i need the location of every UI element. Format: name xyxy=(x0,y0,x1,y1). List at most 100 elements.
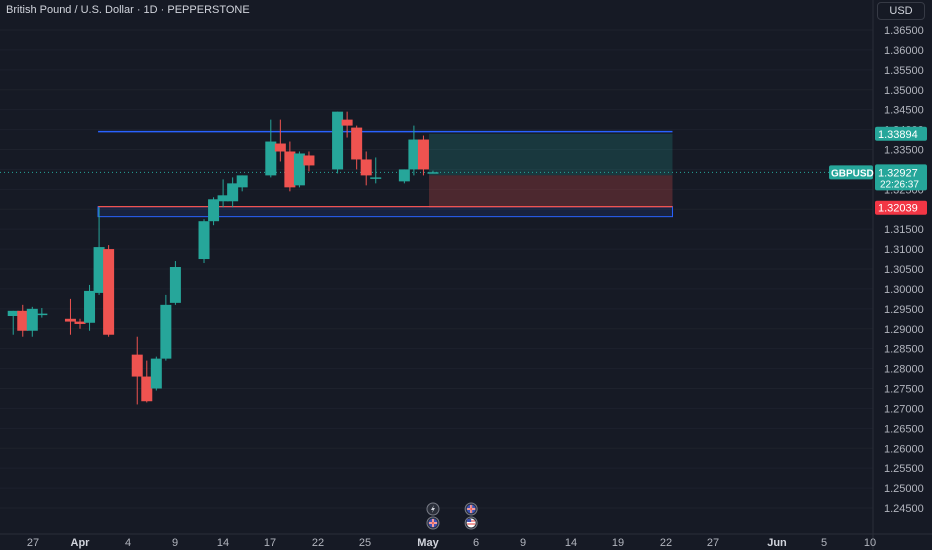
candle-body xyxy=(398,169,410,182)
y-tick-label: 1.28000 xyxy=(884,364,924,376)
candle xyxy=(370,157,382,184)
price-label-bg xyxy=(875,126,927,141)
candle xyxy=(84,284,96,331)
x-tick-label: 5 xyxy=(821,537,827,549)
candle-body xyxy=(360,159,372,176)
candle-body xyxy=(150,358,162,389)
us-flag-icon[interactable] xyxy=(464,516,478,530)
y-tick-label: 1.36000 xyxy=(884,45,924,57)
candle xyxy=(17,304,29,337)
lightning-shape xyxy=(430,505,435,513)
y-tick-label: 1.26000 xyxy=(884,443,924,455)
candle xyxy=(303,151,315,172)
y-tick-label: 1.28500 xyxy=(884,344,924,356)
y-tick-label: 1.34500 xyxy=(884,105,924,117)
candle-body xyxy=(217,195,229,202)
y-tick-label: 1.29500 xyxy=(884,304,924,316)
candle xyxy=(36,308,48,318)
candle-body xyxy=(103,249,115,335)
candle xyxy=(293,151,305,188)
x-tick-label: 4 xyxy=(125,537,131,549)
symbol-tag-text: GBPUSD xyxy=(831,168,874,179)
candle xyxy=(150,356,162,391)
y-tick-label: 1.36500 xyxy=(884,25,924,37)
candle-body xyxy=(265,141,277,176)
candle-body xyxy=(274,143,286,152)
price-label-bg xyxy=(875,164,927,191)
candle-body xyxy=(303,155,315,166)
x-tick-label: May xyxy=(417,537,439,549)
y-tick-label: 1.31500 xyxy=(884,224,924,236)
candle xyxy=(169,261,181,305)
candle xyxy=(227,177,239,208)
x-tick-label: 14 xyxy=(565,537,577,549)
x-tick-label: 25 xyxy=(359,537,371,549)
candle xyxy=(284,141,296,192)
y-tick-label: 1.35000 xyxy=(884,85,924,97)
candle-body xyxy=(284,151,296,188)
candle xyxy=(332,111,344,174)
x-tick-label: 19 xyxy=(612,537,624,549)
y-tick-label: 1.30000 xyxy=(884,284,924,296)
x-tick-label: Jun xyxy=(767,537,787,549)
y-tick-label: 1.24500 xyxy=(884,503,924,515)
uk-flag-icon[interactable] xyxy=(464,502,478,516)
candle-body xyxy=(26,308,38,331)
y-tick-label: 1.33500 xyxy=(884,145,924,157)
candle-body xyxy=(84,290,96,323)
price-label-text: 1.32039 xyxy=(878,203,918,215)
candle-body xyxy=(198,221,210,260)
uk-flag-icon[interactable] xyxy=(426,516,440,530)
candle-body xyxy=(227,183,239,202)
stop-zone xyxy=(428,175,673,208)
candle xyxy=(141,360,153,403)
candle xyxy=(408,125,420,176)
price-label-text: 1.33894 xyxy=(878,129,918,141)
y-tick-label: 1.25000 xyxy=(884,483,924,495)
symbol-tag-bg xyxy=(829,165,873,180)
candle-body xyxy=(64,318,76,322)
symbol-title[interactable]: British Pound / U.S. Dollar · 1D · PEPPE… xyxy=(6,4,250,16)
x-tick-label: 10 xyxy=(864,537,876,549)
candle xyxy=(236,175,248,192)
x-tick-label: 17 xyxy=(264,537,276,549)
candle xyxy=(64,298,76,335)
candle-body xyxy=(208,199,220,222)
y-tick-label: 1.30500 xyxy=(884,264,924,276)
candle-body xyxy=(236,175,248,188)
y-tick-label: 1.31000 xyxy=(884,244,924,256)
flag-canton xyxy=(467,519,472,522)
x-tick-label: 22 xyxy=(312,537,324,549)
x-tick-label: 22 xyxy=(660,537,672,549)
candle xyxy=(360,151,372,186)
candle xyxy=(160,294,172,361)
y-tick-label: 1.27500 xyxy=(884,384,924,396)
candle-body xyxy=(7,310,19,317)
target-zone xyxy=(428,133,673,176)
currency-button[interactable]: USD xyxy=(877,2,925,20)
candle xyxy=(217,179,229,208)
candle-body xyxy=(74,321,86,324)
candle xyxy=(265,119,277,178)
lightning-icon[interactable] xyxy=(426,502,440,516)
candle xyxy=(131,336,143,405)
y-tick-label: 1.29000 xyxy=(884,324,924,336)
candle-body xyxy=(341,119,353,126)
candle xyxy=(26,306,38,337)
candle-body xyxy=(93,247,105,293)
candle xyxy=(274,119,286,162)
candle xyxy=(341,111,353,138)
price-label-text: 1.32927 xyxy=(878,167,918,179)
price-label-target: 1.33894 xyxy=(875,126,927,141)
candle xyxy=(417,135,429,176)
candle-body xyxy=(370,177,382,179)
x-tick-label: 9 xyxy=(172,537,178,549)
candle xyxy=(198,219,210,264)
x-tick-label: 27 xyxy=(27,537,39,549)
candle-body xyxy=(417,139,429,170)
countdown-text: 22:26:37 xyxy=(880,179,919,190)
y-tick-label: 1.27000 xyxy=(884,403,924,415)
